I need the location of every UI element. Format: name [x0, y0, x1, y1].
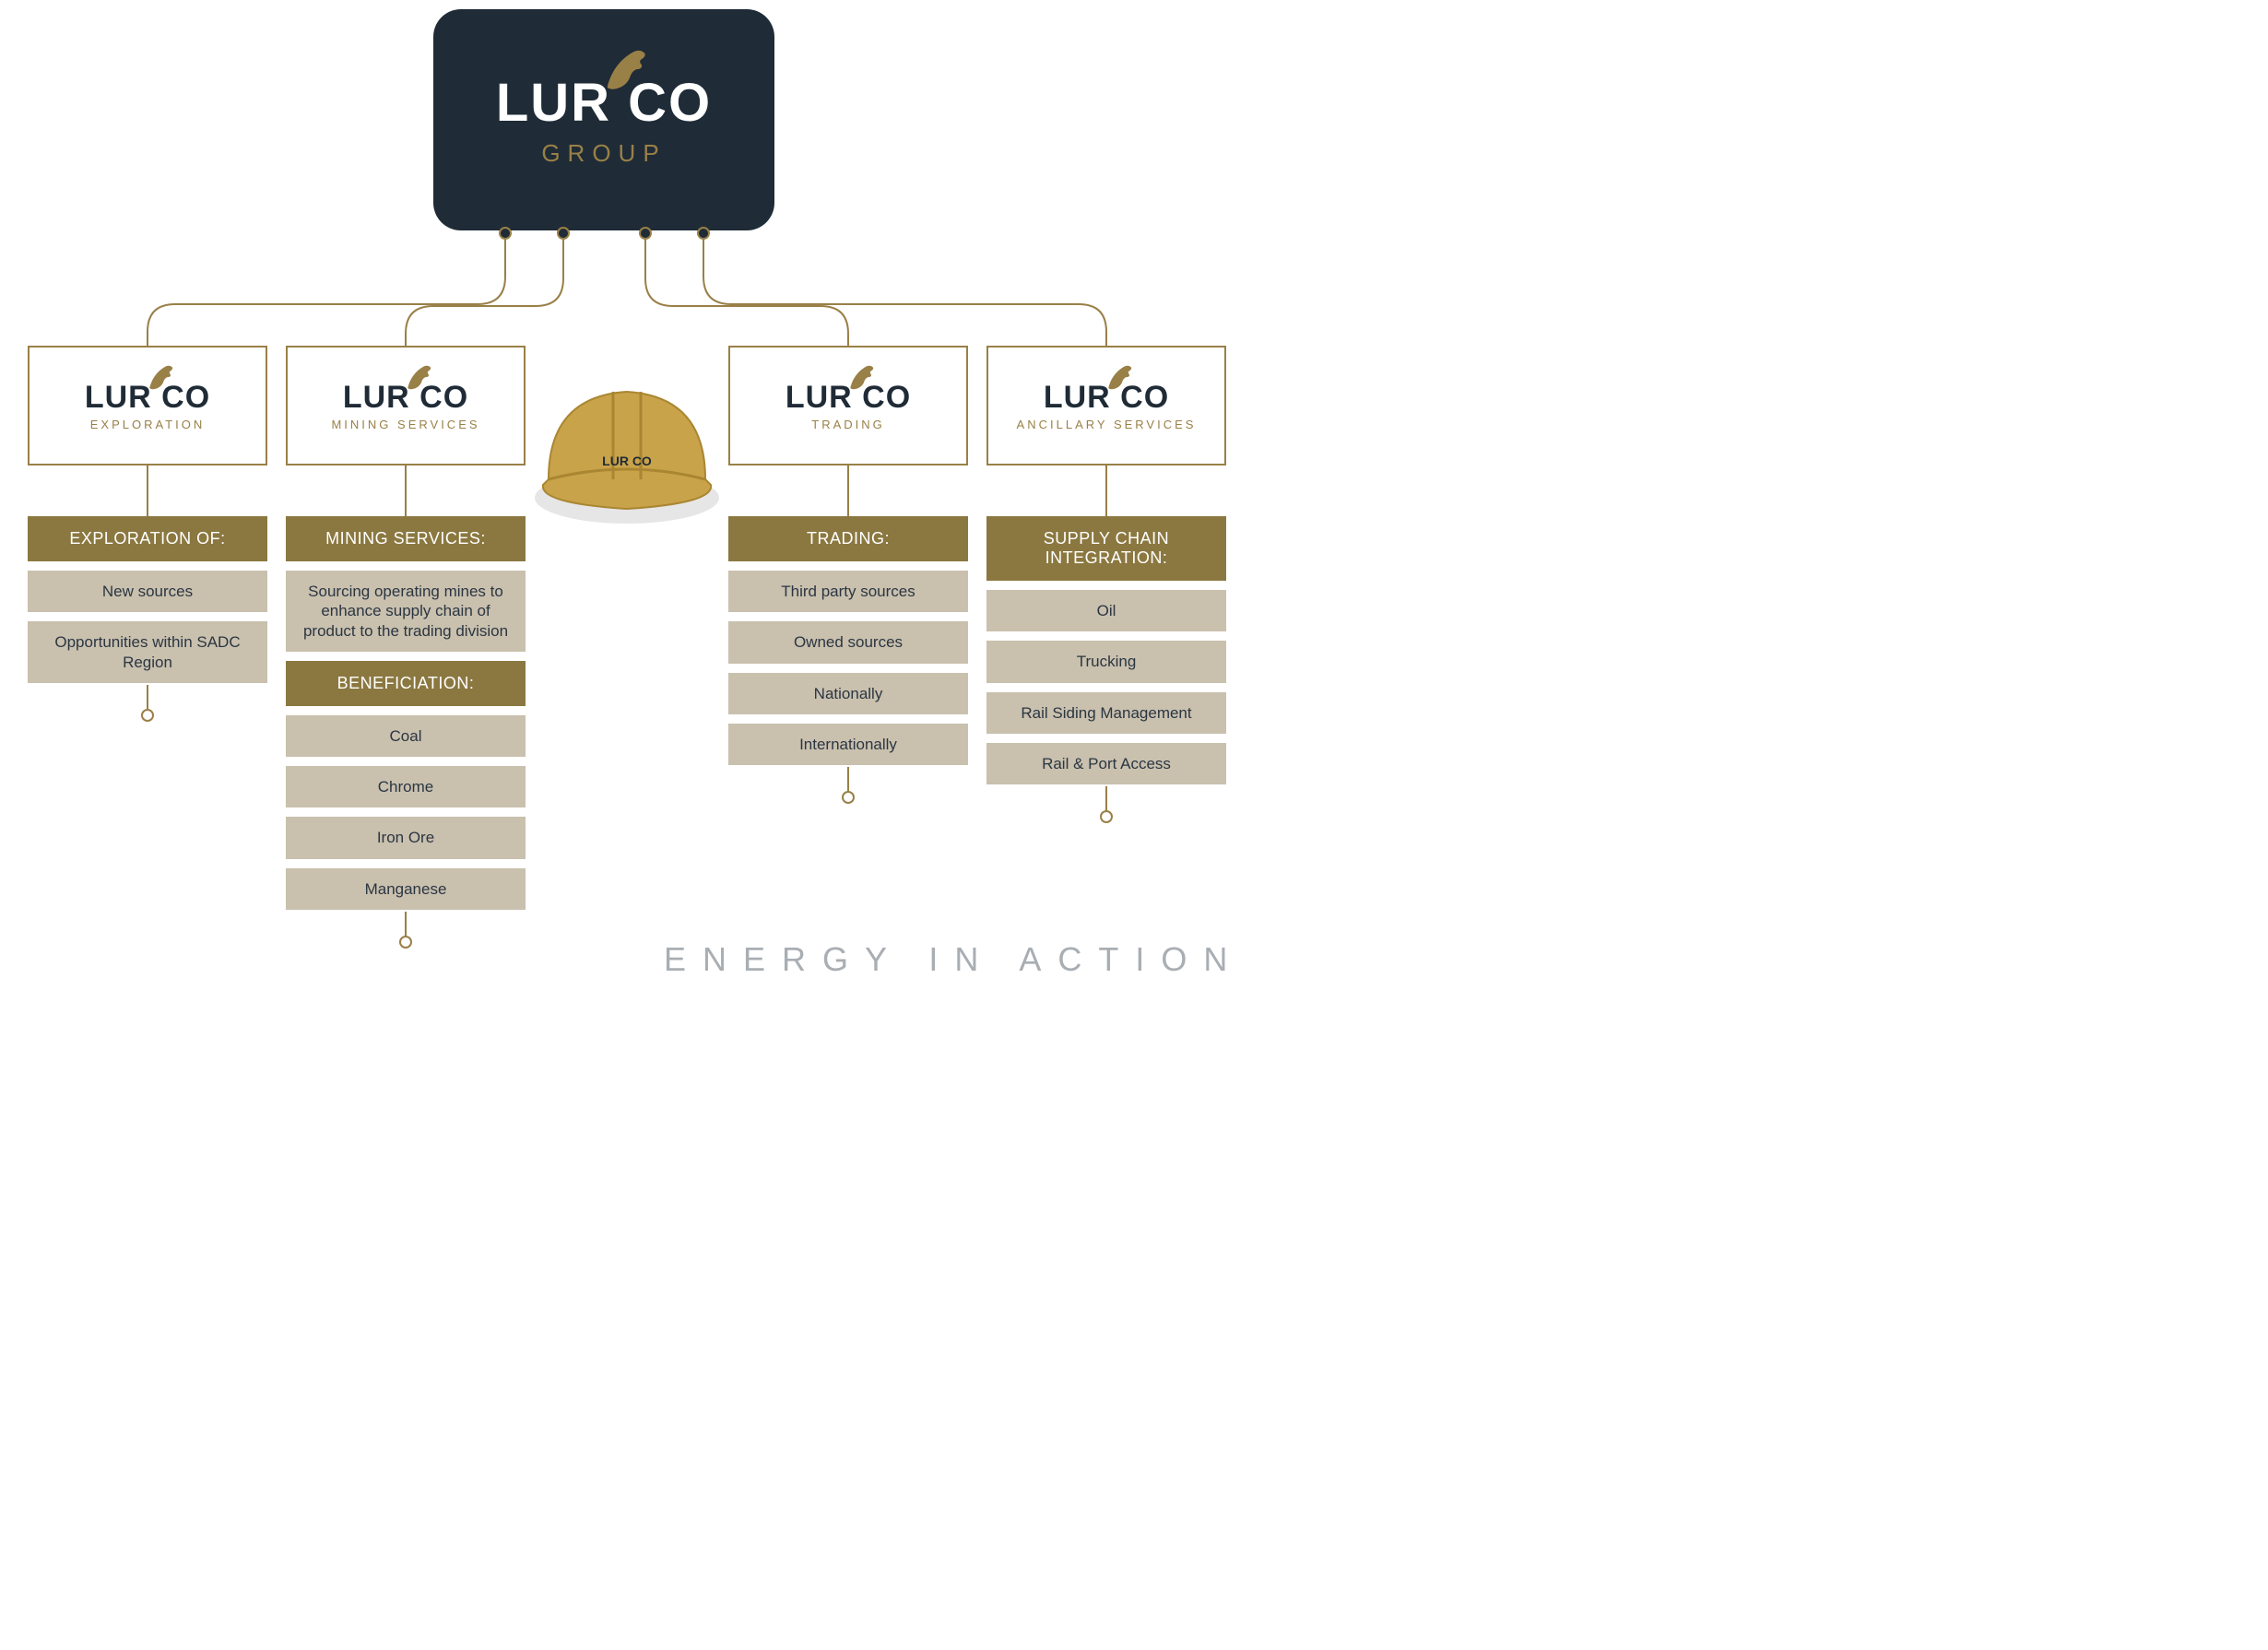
division-card-exploration: LUR CO EXPLORATION [28, 346, 267, 466]
horse-icon [845, 361, 877, 393]
section-header: TRADING: [728, 516, 968, 561]
column-terminal [1100, 810, 1113, 823]
horse-icon [599, 43, 651, 95]
division-card-ancillary: LUR CO ANCILLARY SERVICES [986, 346, 1226, 466]
root-terminal [557, 227, 570, 240]
root-group-box: LUR CO GROUP [433, 9, 774, 230]
division-column-exploration: EXPLORATION OF: New sources Opportunities … [28, 516, 267, 722]
column-terminal [842, 791, 855, 804]
section-item: Rail Siding Management [986, 692, 1226, 734]
section-item: Internationally [728, 724, 968, 765]
division-column-mining: MINING SERVICES: Sourcing operating mines… [286, 516, 526, 949]
division-logo-sub: MINING SERVICES [331, 418, 479, 431]
org-chart-canvas: LUR CO GROUP LUR CO ENERGY IN ACTION LUR… [0, 0, 1429, 1042]
tagline-text: ENERGY IN ACTION [664, 940, 1244, 979]
section-item: Sourcing operating mines to enhance supp… [286, 571, 526, 652]
section-item: New sources [28, 571, 267, 612]
column-terminal [141, 709, 154, 722]
horse-icon [145, 361, 176, 393]
division-card-trading: LUR CO TRADING [728, 346, 968, 466]
division-column-trading: TRADING: Third party sources Owned sources… [728, 516, 968, 804]
section-item: Third party sources [728, 571, 968, 612]
root-logo-word: LUR CO [496, 72, 712, 134]
section-item: Chrome [286, 766, 526, 807]
section-item: Owned sources [728, 621, 968, 663]
root-terminal [499, 227, 512, 240]
root-logo-sub: GROUP [541, 139, 666, 168]
section-header: SUPPLY CHAIN INTEGRATION: [986, 516, 1226, 581]
section-item: Opportunities within SADC Region [28, 621, 267, 683]
root-terminal [697, 227, 710, 240]
section-item: Rail & Port Access [986, 743, 1226, 784]
horse-icon [403, 361, 434, 393]
division-card-mining: LUR CO MINING SERVICES [286, 346, 526, 466]
section-header: EXPLORATION OF: [28, 516, 267, 561]
section-item: Iron Ore [286, 817, 526, 858]
division-logo-sub: ANCILLARY SERVICES [1017, 418, 1197, 431]
hardhat-graphic: LUR CO [521, 341, 733, 544]
division-logo-sub: TRADING [811, 418, 885, 431]
section-item: Manganese [286, 868, 526, 910]
section-item: Oil [986, 590, 1226, 631]
section-header: BENEFICIATION: [286, 661, 526, 706]
division-logo-word: LUR CO [85, 380, 210, 416]
section-header: MINING SERVICES: [286, 516, 526, 561]
root-terminal [639, 227, 652, 240]
division-column-ancillary: SUPPLY CHAIN INTEGRATION: Oil Trucking Rail… [986, 516, 1226, 823]
division-logo-word: LUR CO [786, 380, 911, 416]
section-item: Nationally [728, 673, 968, 714]
division-logo-sub: EXPLORATION [90, 418, 206, 431]
section-item: Coal [286, 715, 526, 757]
column-terminal [399, 936, 412, 949]
horse-icon [1104, 361, 1135, 393]
division-logo-word: LUR CO [343, 380, 468, 416]
division-logo-word: LUR CO [1044, 380, 1169, 416]
section-item: Trucking [986, 641, 1226, 682]
hardhat-brand-text: LUR CO [602, 454, 652, 468]
